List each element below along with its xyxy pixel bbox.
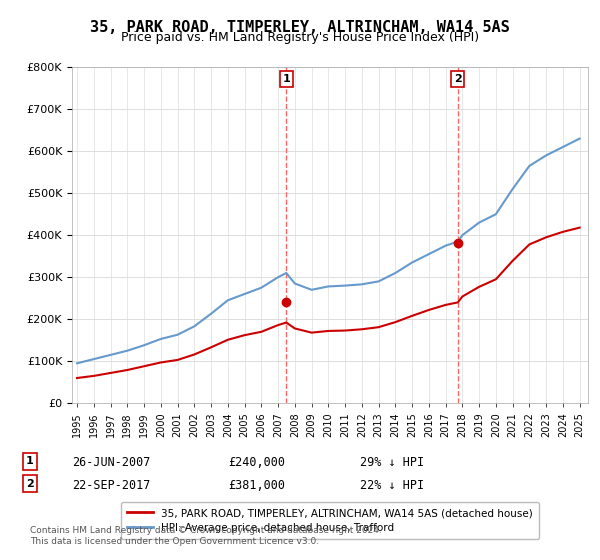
Text: 2: 2	[454, 74, 462, 84]
Text: 26-JUN-2007: 26-JUN-2007	[72, 456, 151, 469]
Text: 29% ↓ HPI: 29% ↓ HPI	[360, 456, 424, 469]
Text: 35, PARK ROAD, TIMPERLEY, ALTRINCHAM, WA14 5AS: 35, PARK ROAD, TIMPERLEY, ALTRINCHAM, WA…	[90, 20, 510, 35]
Text: 1: 1	[283, 74, 290, 84]
Text: Contains HM Land Registry data © Crown copyright and database right 2024.
This d: Contains HM Land Registry data © Crown c…	[30, 526, 382, 546]
Text: £240,000: £240,000	[228, 456, 285, 469]
Text: 1: 1	[26, 456, 34, 466]
Text: 22-SEP-2017: 22-SEP-2017	[72, 479, 151, 492]
Text: £381,000: £381,000	[228, 479, 285, 492]
Legend: 35, PARK ROAD, TIMPERLEY, ALTRINCHAM, WA14 5AS (detached house), HPI: Average pr: 35, PARK ROAD, TIMPERLEY, ALTRINCHAM, WA…	[121, 502, 539, 539]
Text: 2: 2	[26, 479, 34, 489]
Text: Price paid vs. HM Land Registry's House Price Index (HPI): Price paid vs. HM Land Registry's House …	[121, 31, 479, 44]
Text: 22% ↓ HPI: 22% ↓ HPI	[360, 479, 424, 492]
